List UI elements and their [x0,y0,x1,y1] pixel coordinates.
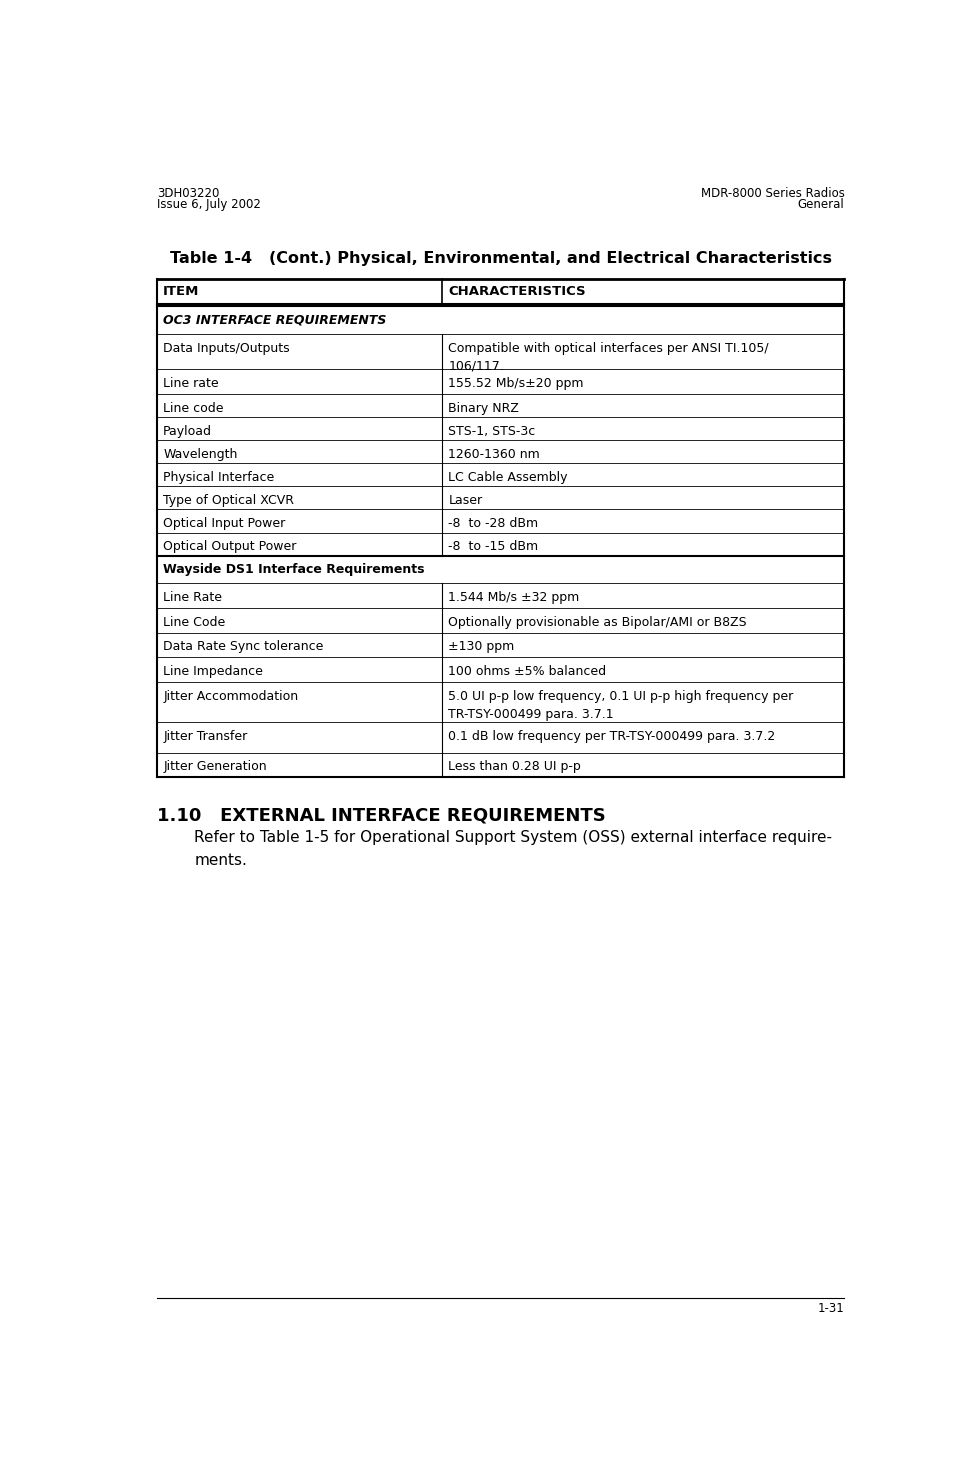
Text: General: General [797,198,844,210]
Text: Refer to Table 1-5 for Operational Support System (OSS) external interface requi: Refer to Table 1-5 for Operational Suppo… [194,830,832,869]
Text: -8  to -28 dBm: -8 to -28 dBm [448,517,538,530]
Text: Issue 6, July 2002: Issue 6, July 2002 [157,198,261,210]
Text: ±130 ppm: ±130 ppm [448,641,515,653]
Text: Data Rate Sync tolerance: Data Rate Sync tolerance [163,641,323,653]
Text: 100 ohms ±5% balanced: 100 ohms ±5% balanced [448,665,607,678]
Text: Jitter Accommodation: Jitter Accommodation [163,690,298,703]
Text: Laser: Laser [448,494,483,508]
Text: STS-1, STS-3c: STS-1, STS-3c [448,425,535,438]
Text: 1.544 Mb/s ±32 ppm: 1.544 Mb/s ±32 ppm [448,591,579,604]
Text: Wavelength: Wavelength [163,448,237,460]
Text: Less than 0.28 UI p-p: Less than 0.28 UI p-p [448,761,581,774]
Text: 3DH03220: 3DH03220 [157,186,220,200]
Text: Compatible with optical interfaces per ANSI TI.105/
106/117.: Compatible with optical interfaces per A… [448,342,769,373]
Text: CHARACTERISTICS: CHARACTERISTICS [448,286,586,299]
Text: Line rate: Line rate [163,377,219,391]
Text: Optionally provisionable as Bipolar/AMI or B8ZS: Optionally provisionable as Bipolar/AMI … [448,616,747,629]
Text: OC3 INTERFACE REQUIREMENTS: OC3 INTERFACE REQUIREMENTS [163,314,387,327]
Text: LC Cable Assembly: LC Cable Assembly [448,471,568,484]
Text: MDR-8000 Series Radios: MDR-8000 Series Radios [701,186,844,200]
Text: ITEM: ITEM [163,286,199,299]
Text: Jitter Generation: Jitter Generation [163,761,267,774]
Text: Type of Optical XCVR: Type of Optical XCVR [163,494,294,508]
Text: Wayside DS1 Interface Requirements: Wayside DS1 Interface Requirements [163,564,425,576]
Text: Jitter Transfer: Jitter Transfer [163,730,247,743]
Text: 1.10   EXTERNAL INTERFACE REQUIREMENTS: 1.10 EXTERNAL INTERFACE REQUIREMENTS [157,807,606,824]
Text: 1-31: 1-31 [818,1302,844,1314]
Text: Line Impedance: Line Impedance [163,665,263,678]
Text: Physical Interface: Physical Interface [163,471,275,484]
Text: -8  to -15 dBm: -8 to -15 dBm [448,540,538,554]
Text: Data Inputs/Outputs: Data Inputs/Outputs [163,342,290,355]
Text: Table 1-4   (Cont.) Physical, Environmental, and Electrical Characteristics: Table 1-4 (Cont.) Physical, Environmenta… [170,250,831,266]
Text: Binary NRZ: Binary NRZ [448,401,520,414]
Text: 5.0 UI p-p low frequency, 0.1 UI p-p high frequency per
TR-TSY-000499 para. 3.7.: 5.0 UI p-p low frequency, 0.1 UI p-p hig… [448,690,793,721]
Text: 155.52 Mb/s±20 ppm: 155.52 Mb/s±20 ppm [448,377,584,391]
Text: Payload: Payload [163,425,212,438]
Text: Optical Input Power: Optical Input Power [163,517,285,530]
Text: Line Code: Line Code [163,616,226,629]
Text: Line code: Line code [163,401,224,414]
Text: 1260-1360 nm: 1260-1360 nm [448,448,540,460]
Text: Line Rate: Line Rate [163,591,222,604]
Text: Optical Output Power: Optical Output Power [163,540,297,554]
Text: 0.1 dB low frequency per TR-TSY-000499 para. 3.7.2: 0.1 dB low frequency per TR-TSY-000499 p… [448,730,776,743]
